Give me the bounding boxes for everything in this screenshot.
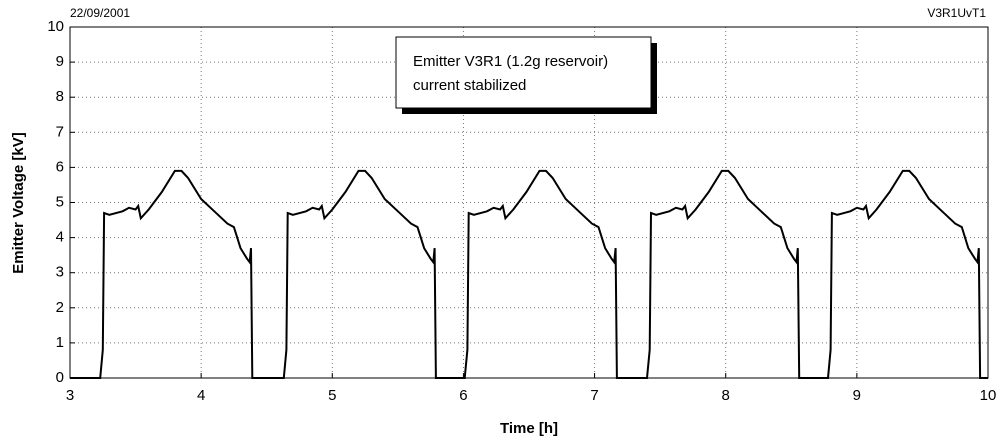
y-axis-title: Emitter Voltage [kV] bbox=[10, 132, 27, 273]
x-tick-label: 7 bbox=[590, 387, 598, 404]
y-tick-label: 6 bbox=[56, 158, 64, 175]
annotation-box bbox=[395, 36, 652, 109]
y-tick-label: 0 bbox=[56, 369, 64, 386]
x-tick-label: 10 bbox=[980, 387, 997, 404]
x-tick-label: 3 bbox=[66, 387, 74, 404]
annotation-text: Emitter V3R1 (1.2g reservoir) bbox=[413, 53, 608, 70]
y-tick-label: 1 bbox=[56, 334, 64, 351]
y-tick-label: 2 bbox=[56, 299, 64, 316]
x-tick-label: 4 bbox=[197, 387, 205, 404]
y-tick-label: 4 bbox=[56, 229, 64, 246]
y-tick-label: 10 bbox=[47, 18, 64, 35]
header-date: 22/09/2001 bbox=[70, 6, 130, 20]
y-tick-label: 9 bbox=[56, 53, 64, 70]
header-id: V3R1UvT1 bbox=[927, 6, 986, 20]
y-tick-label: 7 bbox=[56, 123, 64, 140]
x-axis-title: Time [h] bbox=[500, 420, 558, 437]
plot-frame bbox=[69, 26, 989, 379]
data-line bbox=[70, 169, 988, 379]
y-tick-label: 3 bbox=[56, 264, 64, 281]
y-tick-label: 5 bbox=[56, 193, 64, 210]
annotation-text: current stabilized bbox=[413, 77, 526, 94]
x-tick-label: 5 bbox=[328, 387, 336, 404]
x-tick-label: 6 bbox=[459, 387, 467, 404]
y-tick-label: 8 bbox=[56, 88, 64, 105]
x-tick-label: 9 bbox=[853, 387, 861, 404]
x-tick-label: 8 bbox=[722, 387, 730, 404]
